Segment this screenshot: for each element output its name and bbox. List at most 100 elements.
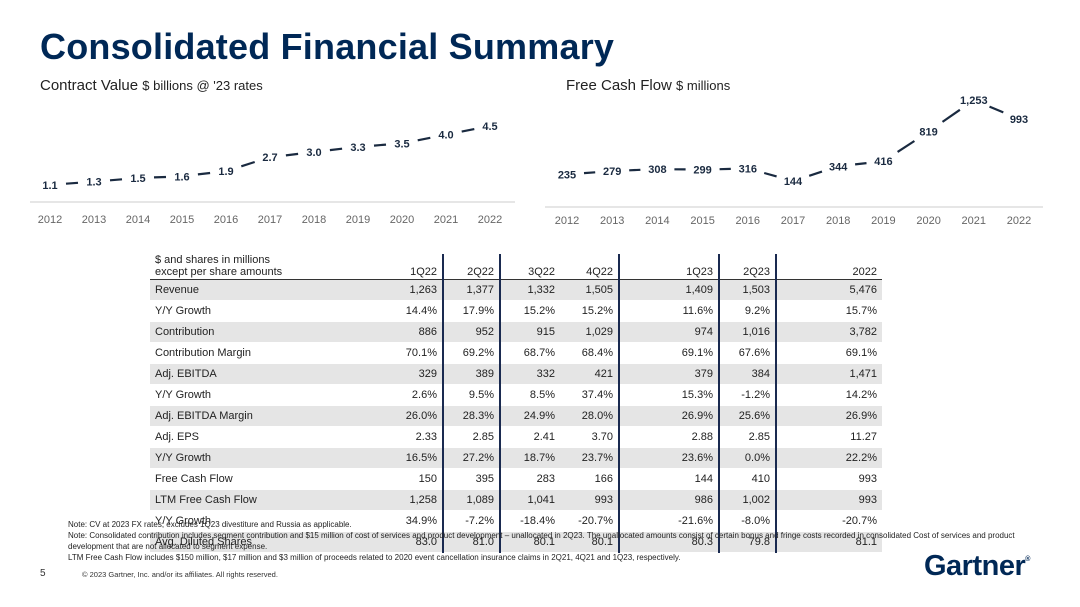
line-segment [854, 162, 867, 166]
data-label: 3.3 [350, 142, 365, 154]
table-cell: 329 [382, 363, 444, 385]
x-tick-label: 2022 [478, 214, 502, 226]
contract-value-chart: 1.1 1.3 1.5 1.6 1.9 2.7 3.0 3.3 3.5 4.0 4.5 2012 201… [30, 121, 515, 226]
table-cell: 1,377 [443, 279, 501, 301]
table-row: Revenue 1,263 1,377 1,332 1,505 1,409 1,503 5,4… [150, 279, 882, 301]
footnote: Note: CV at 2023 FX rates; excludes 1Q23… [68, 520, 352, 529]
line-segment [329, 147, 343, 152]
table-cell: 15.2% [500, 300, 560, 322]
table-cell: 915 [500, 321, 560, 343]
x-tick-label: 2021 [434, 214, 458, 226]
x-tick-label: 2014 [126, 214, 150, 226]
data-label: 1.3 [86, 177, 101, 189]
table-cell: 2.41 [500, 426, 560, 448]
logo-text: Gartner [924, 550, 1026, 582]
row-label: Y/Y Growth [150, 510, 382, 532]
table-cell: 0.0% [719, 447, 777, 469]
table-cell: 80.3 [619, 531, 720, 553]
table-cell: 384 [719, 363, 777, 385]
table-cell: 80.1 [500, 531, 560, 553]
gartner-logo: Gartner® [924, 550, 1030, 583]
table-cell: 11.27 [776, 426, 882, 448]
table-cell: 9.5% [443, 384, 501, 406]
table-cell: 886 [382, 321, 444, 343]
table-row: Y/Y Growth 34.9% -7.2% -18.4% -20.7% -21.6% -8… [150, 510, 882, 532]
row-label: Adj. EBITDA [150, 363, 382, 385]
table-cell: 2.33 [382, 426, 444, 448]
table-cell: 1,041 [500, 489, 560, 511]
table-cell: 17.9% [443, 300, 501, 322]
table-cell: 69.2% [443, 342, 501, 364]
x-tick-label: 2015 [690, 215, 714, 227]
table-cell: 144 [619, 468, 720, 490]
line-segment [583, 171, 596, 175]
data-label: 993 [1010, 114, 1028, 126]
table-row: Free Cash Flow 150 395 283 166 144 410 993 [150, 468, 882, 490]
data-label: 819 [919, 127, 937, 139]
table-row: Y/Y Growth 2.6% 9.5% 8.5% 37.4% 15.3% -1.2% 14.… [150, 384, 882, 406]
table-row: Adj. EBITDA 329 389 332 421 379 384 1,471 [150, 363, 882, 385]
table-cell: 11.6% [619, 300, 720, 322]
x-tick-label: 2017 [258, 214, 282, 226]
data-label: 2.7 [262, 152, 277, 164]
x-tick-label: 2017 [781, 215, 805, 227]
line-segment [373, 143, 387, 147]
free-cash-flow-unit: $ millions [676, 78, 731, 93]
table-cell: 81.1 [776, 531, 882, 553]
footnotes: Note: CV at 2023 FX rates; excludes 1Q23… [68, 519, 1058, 563]
table-cell: 26.9% [619, 405, 720, 427]
table-cell: 1,263 [382, 279, 444, 301]
table-cell: 8.5% [500, 384, 560, 406]
x-tick-label: 2016 [214, 214, 238, 226]
column-header: 1Q23 [619, 254, 720, 280]
footnote: LTM Free Cash Flow includes $150 million… [68, 553, 681, 562]
table-cell: 24.9% [500, 405, 560, 427]
table-cell: -8.0% [719, 510, 777, 532]
x-tick-label: 2012 [555, 215, 579, 227]
column-header: 2Q23 [719, 254, 777, 280]
line-segment [197, 171, 211, 176]
data-label: 416 [874, 156, 892, 168]
column-header: 4Q22 [560, 254, 620, 280]
table-cell: 379 [619, 363, 720, 385]
table-cell: 1,471 [776, 363, 882, 385]
table-cell: 1,503 [719, 279, 777, 301]
data-label: 1.1 [42, 180, 57, 192]
table-cell: 421 [560, 363, 620, 385]
line-segment [109, 178, 123, 182]
table-cell: 23.7% [560, 447, 620, 469]
table-cell: 69.1% [619, 342, 720, 364]
table-header-label: $ and shares in millions except per shar… [150, 254, 382, 280]
row-label: Contribution Margin [150, 342, 382, 364]
x-tick-label: 2013 [82, 214, 106, 226]
column-header: 2Q22 [443, 254, 501, 280]
x-tick-label: 2012 [38, 214, 62, 226]
x-tick-label: 2013 [600, 215, 624, 227]
table-cell: 68.7% [500, 342, 560, 364]
table-cell: 81.0 [443, 531, 501, 553]
data-label: 1.6 [174, 171, 189, 183]
table-row: Contribution 886 952 915 1,029 974 1,016 3,782 [150, 321, 882, 343]
logo-registered-mark: ® [1025, 556, 1030, 563]
table-cell: 15.3% [619, 384, 720, 406]
column-header: 3Q22 [500, 254, 560, 280]
table-cell: 2.85 [443, 426, 501, 448]
table-cell: 28.0% [560, 405, 620, 427]
x-tick-label: 2022 [1007, 215, 1031, 227]
row-label: Contribution [150, 321, 382, 343]
table-cell: 410 [719, 468, 777, 490]
row-label: LTM Free Cash Flow [150, 489, 382, 511]
x-tick-label: 2021 [962, 215, 986, 227]
x-tick-label: 2019 [346, 214, 370, 226]
line-segment [941, 108, 961, 123]
x-tick-label: 2020 [916, 215, 940, 227]
table-cell: 1,016 [719, 321, 777, 343]
free-cash-flow-heading: Free Cash Flow $ millions [566, 77, 730, 94]
row-label: Y/Y Growth [150, 447, 382, 469]
data-label: 144 [784, 176, 803, 188]
x-tick-label: 2016 [736, 215, 760, 227]
table-cell: 67.6% [719, 342, 777, 364]
contract-value-heading: Contract Value $ billions @ '23 rates [40, 77, 263, 94]
x-tick-label: 2020 [390, 214, 414, 226]
table-cell: 14.4% [382, 300, 444, 322]
